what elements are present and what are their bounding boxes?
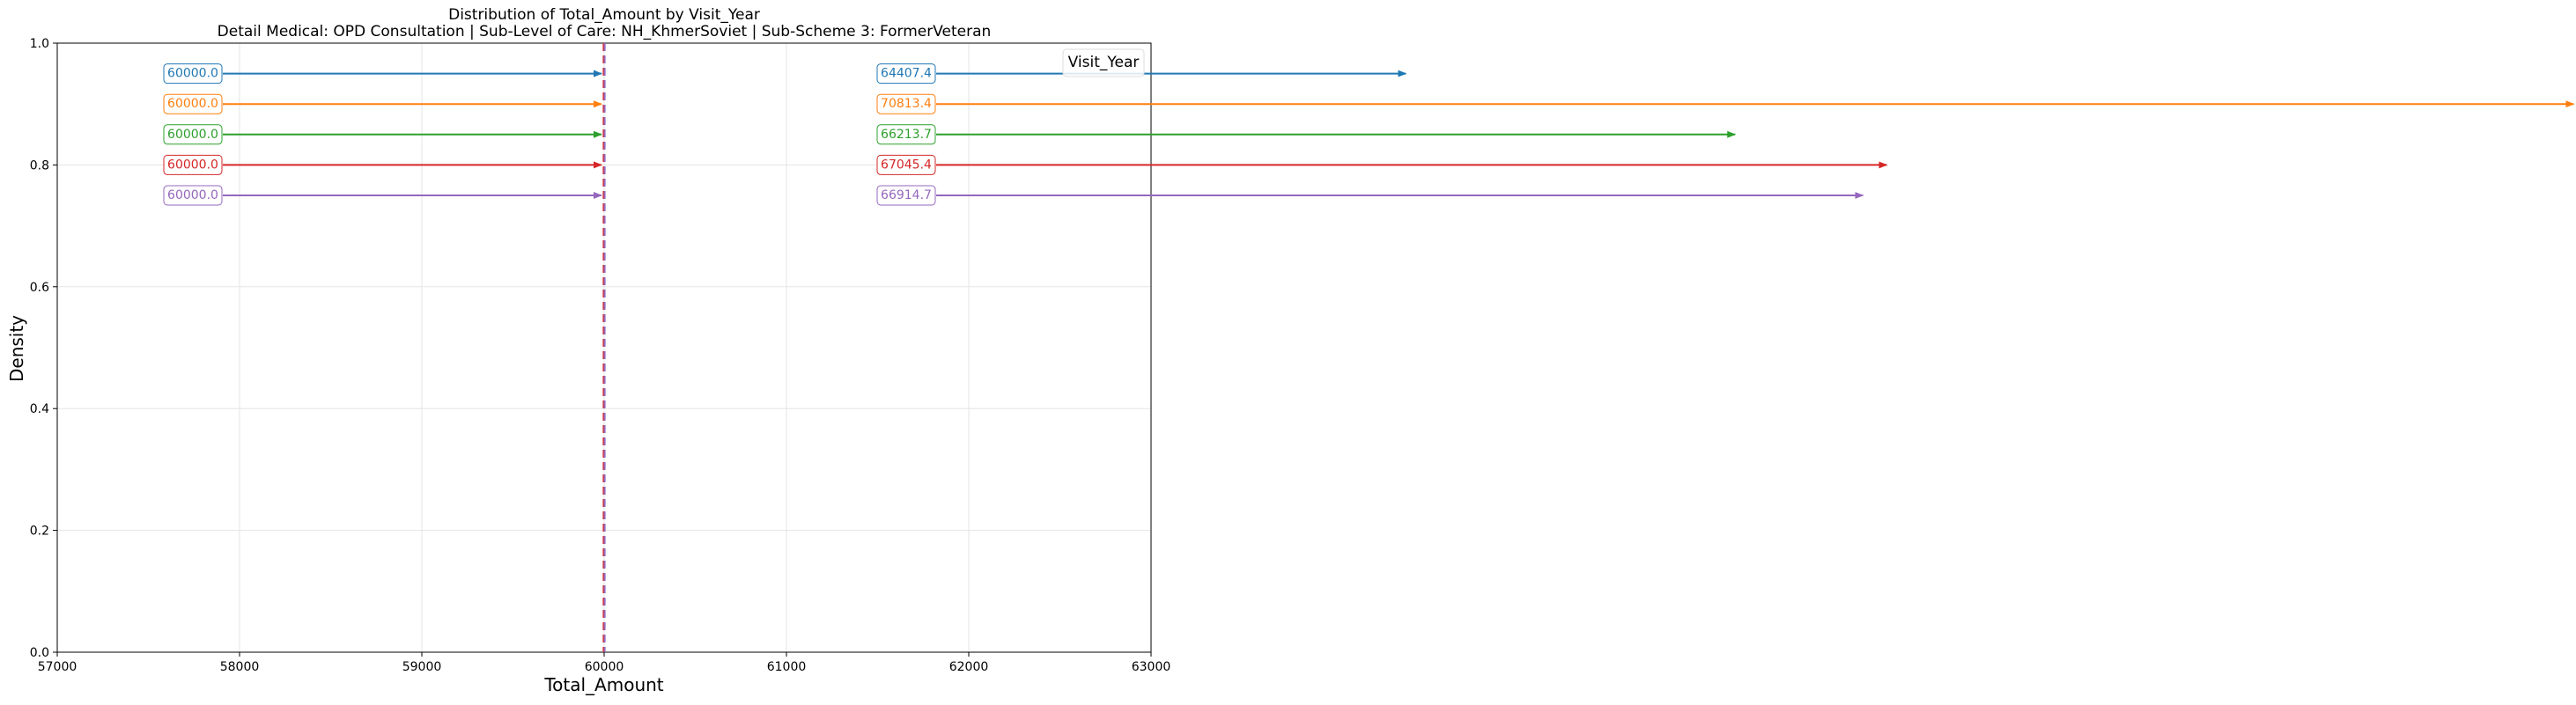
- value-badge-left: [163, 154, 223, 175]
- x-tick-label: 63000: [1132, 660, 1171, 674]
- value-label-left: 60000.0: [167, 158, 218, 172]
- chart-title: Distribution of Total_Amount by Visit_Ye…: [448, 6, 760, 24]
- legend: Visit_Year: [1062, 48, 1145, 77]
- x-tick-label: 58000: [220, 660, 260, 674]
- value-badge-right: [876, 124, 936, 145]
- value-label-right: 70813.4: [881, 97, 932, 111]
- value-label-left: 60000.0: [167, 188, 218, 202]
- value-label-right: 64407.4: [881, 67, 932, 81]
- x-tick-label: 61000: [767, 660, 807, 674]
- y-tick-label: 0.0: [30, 646, 49, 660]
- value-badge-right: [876, 154, 936, 175]
- value-badge-left: [163, 63, 223, 84]
- value-label-right: 66213.7: [881, 128, 932, 142]
- y-tick-label: 0.8: [30, 158, 49, 173]
- value-badge-left: [163, 124, 223, 145]
- value-label-right: 67045.4: [881, 158, 932, 172]
- y-tick-label: 0.4: [30, 402, 49, 416]
- x-axis-title: Total_Amount: [543, 674, 663, 695]
- value-label-left: 60000.0: [167, 128, 218, 142]
- value-badge-left: [163, 93, 223, 114]
- value-badge-right: [876, 63, 936, 84]
- value-label-left: 60000.0: [167, 97, 218, 111]
- chart-subtitle: Detail Medical: OPD Consultation | Sub-L…: [218, 23, 992, 40]
- x-tick-label: 60000: [585, 660, 624, 674]
- y-tick-label: 0.2: [30, 525, 49, 539]
- value-label-left: 60000.0: [167, 67, 218, 81]
- x-tick-label: 57000: [38, 660, 78, 674]
- series-layer: 60000.0 64407.4 60000.0 70813.4 60000.0 66213…: [163, 63, 2575, 206]
- x-tick-label: 62000: [949, 660, 989, 674]
- value-badge-right: [876, 93, 936, 114]
- x-tick-label: 59000: [402, 660, 442, 674]
- y-tick-label: 0.6: [30, 281, 49, 295]
- value-label-right: 66914.7: [881, 188, 932, 202]
- reference-line: [602, 43, 606, 652]
- value-badge-left: [163, 185, 223, 206]
- y-axis-title: Density: [6, 315, 27, 382]
- legend-title: Visit_Year: [1068, 54, 1140, 71]
- legend-box: [1062, 48, 1145, 77]
- y-tick-label: 1.0: [30, 37, 49, 51]
- value-badge-right: [876, 185, 936, 206]
- axes: 57000 58000 59000 60000 61000 62000 63000 0.0 0.…: [30, 37, 1171, 674]
